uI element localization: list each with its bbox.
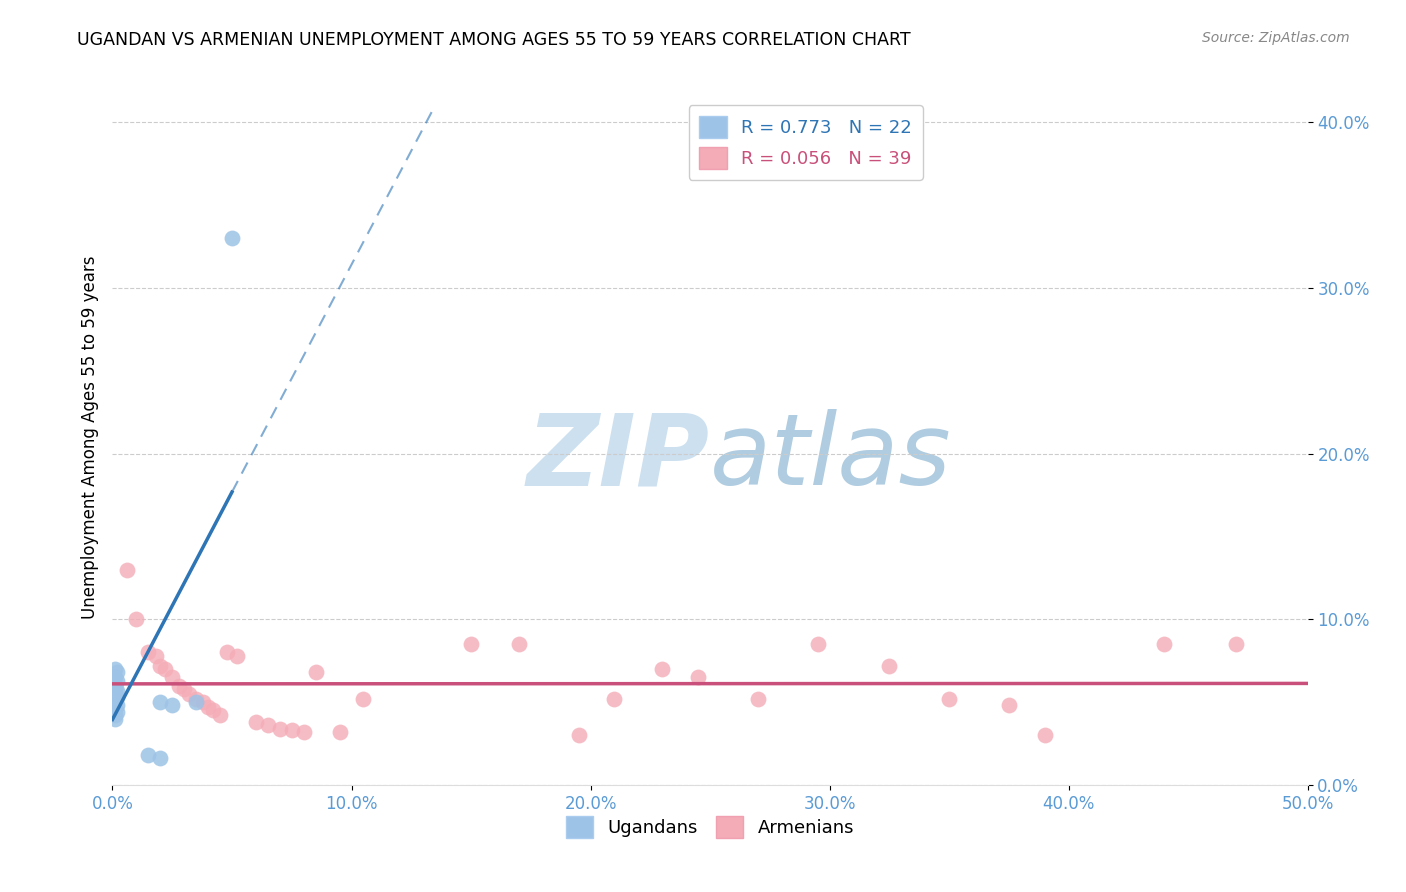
Point xyxy=(162,670,183,684)
Point xyxy=(281,723,304,738)
Point xyxy=(104,681,127,696)
Point xyxy=(460,637,482,651)
Text: Source: ZipAtlas.com: Source: ZipAtlas.com xyxy=(1202,31,1350,45)
Point xyxy=(162,698,183,713)
Point xyxy=(938,691,960,706)
Point xyxy=(807,637,830,651)
Point xyxy=(269,722,291,736)
Point xyxy=(305,665,328,680)
Point xyxy=(173,681,195,696)
Point xyxy=(153,662,176,676)
Point xyxy=(138,645,160,659)
Point xyxy=(104,708,127,723)
Legend: Ugandans, Armenians: Ugandans, Armenians xyxy=(558,809,862,846)
Point xyxy=(603,691,626,706)
Point xyxy=(105,705,128,719)
Y-axis label: Unemployment Among Ages 55 to 59 years: Unemployment Among Ages 55 to 59 years xyxy=(80,255,98,619)
Point xyxy=(197,700,219,714)
Text: atlas: atlas xyxy=(710,409,952,507)
Point xyxy=(104,702,127,716)
Point xyxy=(104,712,127,726)
Point xyxy=(688,670,710,684)
Point xyxy=(747,691,769,706)
Point xyxy=(201,703,224,717)
Point xyxy=(1225,637,1247,651)
Point xyxy=(104,679,127,693)
Point xyxy=(104,670,127,684)
Point xyxy=(568,728,591,742)
Text: ZIP: ZIP xyxy=(527,409,710,507)
Point xyxy=(879,658,901,673)
Point xyxy=(105,665,128,680)
Point xyxy=(257,718,280,732)
Point xyxy=(177,687,200,701)
Point xyxy=(105,683,128,698)
Point xyxy=(1153,637,1175,651)
Point xyxy=(221,231,243,245)
Point xyxy=(186,695,208,709)
Point xyxy=(149,695,172,709)
Point xyxy=(508,637,530,651)
Point xyxy=(352,691,374,706)
Point xyxy=(292,725,315,739)
Point xyxy=(138,748,160,763)
Point xyxy=(105,690,128,705)
Point xyxy=(104,695,127,709)
Point xyxy=(145,648,167,663)
Point xyxy=(125,612,148,626)
Point xyxy=(115,563,138,577)
Point xyxy=(245,714,267,729)
Point xyxy=(104,687,127,701)
Point xyxy=(998,698,1021,713)
Point xyxy=(169,679,191,693)
Point xyxy=(186,691,208,706)
Point xyxy=(193,695,215,709)
Point xyxy=(329,725,352,739)
Point xyxy=(149,751,172,765)
Point xyxy=(217,645,239,659)
Text: UGANDAN VS ARMENIAN UNEMPLOYMENT AMONG AGES 55 TO 59 YEARS CORRELATION CHART: UGANDAN VS ARMENIAN UNEMPLOYMENT AMONG A… xyxy=(77,31,911,49)
Point xyxy=(225,648,247,663)
Point xyxy=(1033,728,1056,742)
Point xyxy=(209,708,232,723)
Point xyxy=(149,658,172,673)
Point xyxy=(651,662,673,676)
Point xyxy=(105,698,128,713)
Point xyxy=(104,691,127,706)
Point xyxy=(104,662,127,676)
Point xyxy=(105,673,128,688)
